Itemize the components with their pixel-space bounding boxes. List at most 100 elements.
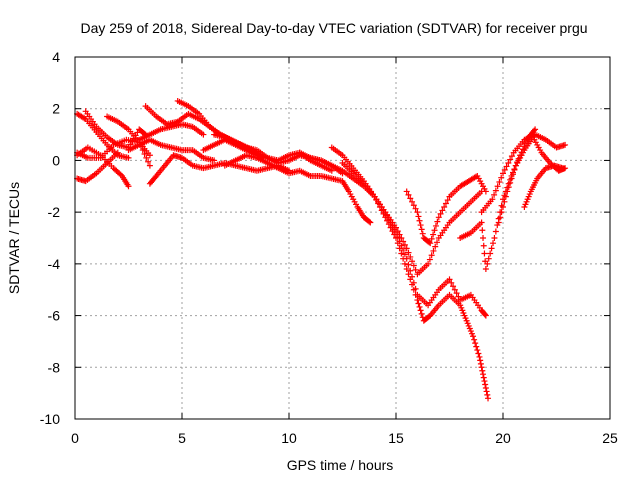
data-point-marker <box>494 183 501 190</box>
data-point-marker <box>432 222 439 229</box>
series-arc-1 <box>74 110 132 161</box>
data-point-marker <box>476 353 483 360</box>
data-point-marker <box>409 198 416 205</box>
data-point-marker <box>366 218 373 225</box>
plot-frame <box>74 56 611 420</box>
data-point-marker <box>328 167 335 174</box>
series-arc-20 <box>478 131 569 216</box>
data-point-marker <box>414 209 421 216</box>
series-arc-3 <box>74 149 121 185</box>
data-point-marker <box>396 245 403 252</box>
data-point-marker <box>367 219 374 226</box>
data-point-marker <box>507 156 514 163</box>
data-point-marker <box>389 228 396 235</box>
data-point-marker <box>400 238 407 245</box>
data-point-marker <box>453 290 460 297</box>
data-point-marker <box>393 235 399 241</box>
data-point-marker <box>405 249 412 256</box>
data-point-marker <box>482 381 489 388</box>
x-tick-label: 20 <box>495 430 511 446</box>
data-point-marker <box>418 226 425 233</box>
data-point-marker <box>435 214 442 221</box>
data-point-marker <box>477 360 484 367</box>
data-point-marker <box>432 243 439 250</box>
data-point-marker <box>481 378 488 385</box>
data-point-marker <box>427 240 434 247</box>
data-point-marker <box>481 250 488 257</box>
data-point-marker <box>479 367 486 374</box>
data-point-marker <box>437 210 444 217</box>
data-point-marker <box>471 336 478 343</box>
series-arc-18 <box>403 172 489 247</box>
x-tick-label: 5 <box>178 430 186 446</box>
data-point-marker <box>477 357 484 364</box>
data-point-marker <box>407 253 414 260</box>
data-point-marker <box>455 293 462 300</box>
data-point-marker <box>475 350 482 357</box>
y-tick-label: -6 <box>48 308 61 324</box>
data-point-marker <box>396 231 403 238</box>
data-point-marker <box>385 221 392 228</box>
data-point-marker <box>426 256 433 263</box>
data-point-marker <box>508 153 515 160</box>
data-point-marker <box>403 266 410 273</box>
y-tick-label: -4 <box>48 256 61 272</box>
data-point-marker <box>490 240 497 247</box>
y-axis-label: SDTVAR / TECUs <box>6 182 22 294</box>
data-point-marker <box>398 235 405 241</box>
data-point-marker <box>434 218 441 225</box>
y-tick-label: -8 <box>48 359 61 375</box>
data-point-marker <box>482 188 489 195</box>
data-point-marker <box>532 126 539 133</box>
data-point-marker <box>478 219 485 226</box>
data-point-marker <box>501 198 508 205</box>
data-point-marker <box>492 228 499 235</box>
data-point-marker <box>141 150 148 157</box>
data-points <box>74 97 569 402</box>
data-point-marker <box>504 188 511 195</box>
data-point-marker <box>125 154 132 161</box>
data-point-marker <box>482 311 489 318</box>
data-point-marker <box>480 374 487 381</box>
data-point-marker <box>495 219 502 226</box>
data-point-marker <box>498 209 505 216</box>
data-point-marker <box>509 171 516 178</box>
data-point-marker <box>416 303 423 310</box>
data-point-marker <box>505 160 512 167</box>
data-point-marker <box>470 333 477 340</box>
data-point-marker <box>439 207 446 214</box>
data-point-marker <box>410 262 417 269</box>
data-point-marker <box>498 202 505 209</box>
data-point-marker <box>425 260 432 267</box>
data-point-marker <box>496 178 503 185</box>
data-point-marker <box>143 154 150 161</box>
data-point-marker <box>407 267 414 274</box>
data-point-marker <box>407 276 414 283</box>
data-point-marker <box>451 286 458 293</box>
data-point-marker <box>502 193 509 200</box>
data-point-marker <box>407 195 414 202</box>
data-point-marker <box>473 343 480 350</box>
data-point-marker <box>211 157 218 164</box>
series-arc-7 <box>125 136 218 164</box>
data-point-marker <box>417 222 424 229</box>
series-arc-17 <box>339 160 485 278</box>
data-point-marker <box>401 241 408 248</box>
series-arc-8 <box>136 121 207 143</box>
data-point-marker <box>405 271 412 278</box>
data-point-marker <box>444 197 451 204</box>
y-tick-label: -10 <box>40 411 60 427</box>
data-point-marker <box>503 163 510 170</box>
data-point-marker <box>426 239 433 246</box>
x-tick-label: 15 <box>388 430 404 446</box>
data-point-marker <box>400 247 407 254</box>
data-point-marker <box>489 196 496 203</box>
data-point-marker <box>491 235 498 241</box>
data-point-marker <box>448 279 455 286</box>
data-point-marker <box>200 131 207 138</box>
data-point-marker <box>501 192 508 199</box>
data-point-marker <box>418 310 425 317</box>
data-point-marker <box>412 266 419 273</box>
